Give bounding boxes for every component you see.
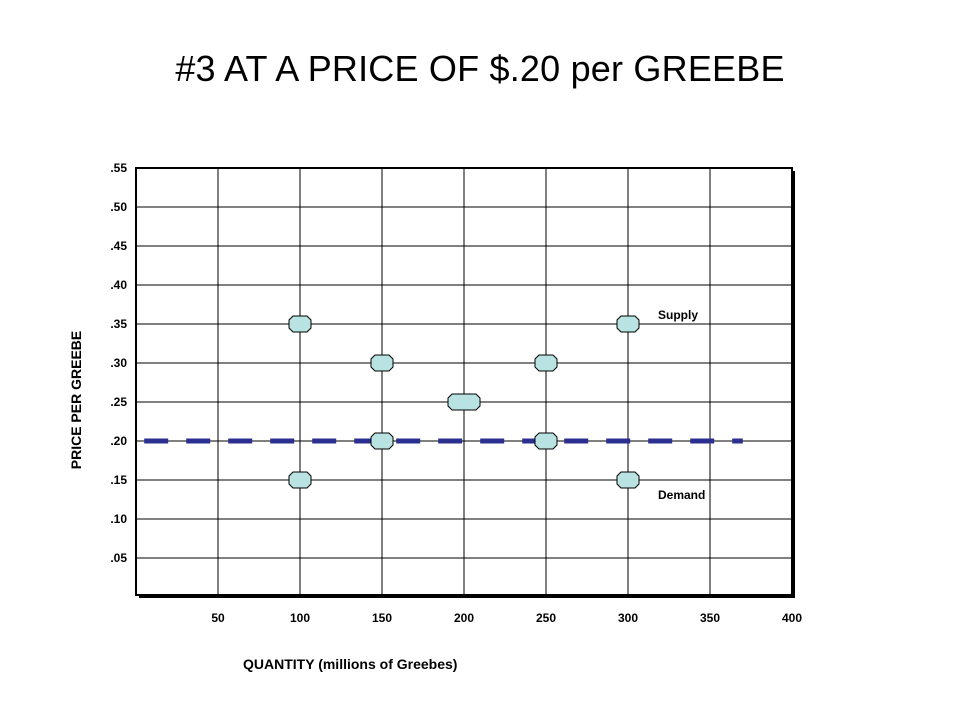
data-point xyxy=(534,432,558,450)
y-tick-label: .50 xyxy=(110,200,127,214)
y-tick-label: .35 xyxy=(110,317,127,331)
y-tick-label: .30 xyxy=(110,356,127,370)
data-point xyxy=(288,471,312,489)
y-tick-label: .20 xyxy=(110,434,127,448)
x-tick-label: 150 xyxy=(372,611,392,625)
chart-title: #3 AT A PRICE OF $.20 per GREEBE xyxy=(175,48,785,89)
y-tick-label: .25 xyxy=(110,395,127,409)
x-tick-label: 350 xyxy=(700,611,720,625)
series-label-demand: Demand xyxy=(658,488,705,502)
x-axis-label: QUANTITY (millions of Greebes) xyxy=(243,656,458,672)
x-tick-label: 200 xyxy=(454,611,474,625)
series-label-supply: Supply xyxy=(658,308,698,322)
y-tick-label: .10 xyxy=(110,512,127,526)
x-tick-label: 400 xyxy=(782,611,802,625)
y-tick-label: .05 xyxy=(110,551,127,565)
x-tick-label: 250 xyxy=(536,611,556,625)
y-tick-label: .45 xyxy=(110,239,127,253)
x-tick-label: 300 xyxy=(618,611,638,625)
data-point xyxy=(370,354,394,372)
data-point xyxy=(370,432,394,450)
data-point xyxy=(616,471,640,489)
data-point xyxy=(616,315,640,333)
data-point xyxy=(534,354,558,372)
y-tick-label: .15 xyxy=(110,473,127,487)
y-tick-label: .40 xyxy=(110,278,127,292)
x-tick-label: 50 xyxy=(211,611,225,625)
x-tick-label: 100 xyxy=(290,611,310,625)
data-point xyxy=(288,315,312,333)
y-tick-label: .55 xyxy=(110,161,127,175)
data-point xyxy=(447,393,481,411)
